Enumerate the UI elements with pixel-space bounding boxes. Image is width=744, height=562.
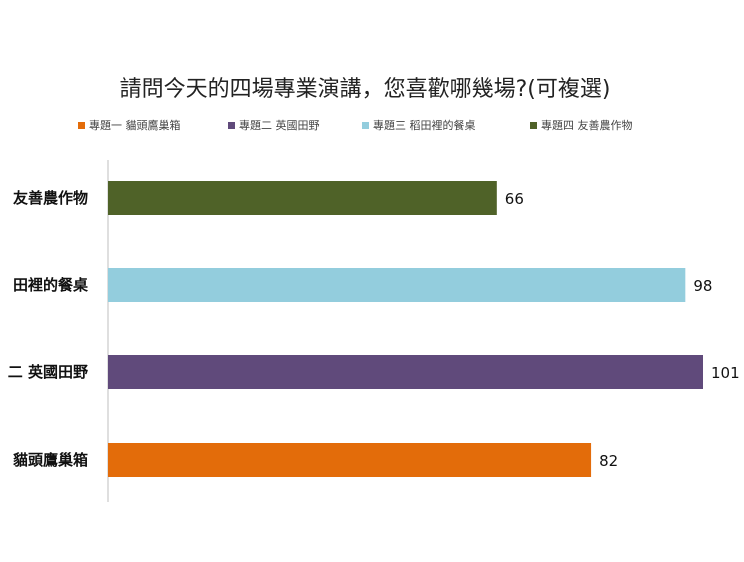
legend-swatch-4 [530, 122, 537, 129]
category-label-3: 田裡的餐桌 [13, 276, 89, 294]
bars-group [108, 181, 703, 477]
value-label-4: 66 [505, 190, 524, 208]
bar-1 [108, 443, 592, 477]
legend-swatch-3 [362, 122, 369, 129]
bar-2 [108, 355, 703, 389]
legend: 專題一 貓頭鷹巢箱 專題二 英國田野 專題三 稻田裡的餐桌 專題四 友善農作物 [78, 118, 633, 132]
legend-label-3: 專題三 稻田裡的餐桌 [373, 118, 476, 132]
value-label-2: 101 [711, 364, 740, 382]
legend-label-1: 專題一 貓頭鷹巢箱 [89, 118, 181, 132]
bar-3 [108, 268, 686, 302]
category-label-4: 友善農作物 [13, 189, 88, 207]
legend-swatch-2 [228, 122, 235, 129]
value-labels: 82 101 98 66 [505, 190, 740, 470]
legend-label-2: 專題二 英國田野 [239, 118, 320, 132]
chart-title: 請問今天的四場專業演講，您喜歡哪幾場?(可複選) [120, 77, 611, 102]
legend-label-4: 專題四 友善農作物 [541, 118, 633, 132]
legend-swatch-1 [78, 122, 85, 129]
category-label-1: 貓頭鷹巢箱 [13, 451, 88, 469]
value-label-1: 82 [599, 452, 618, 470]
value-label-3: 98 [693, 277, 712, 295]
bar-4 [108, 181, 497, 215]
category-label-2: 二 英國田野 [8, 363, 88, 381]
